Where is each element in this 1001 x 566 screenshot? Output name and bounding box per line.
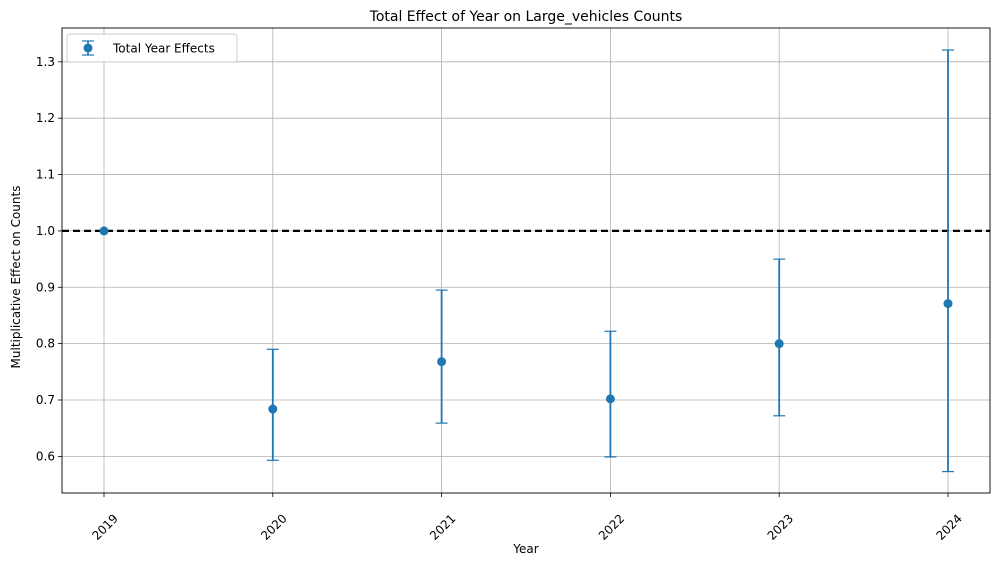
y-tick-label: 0.9 <box>36 280 55 294</box>
legend-marker-icon <box>83 43 93 53</box>
y-tick-label: 1.3 <box>36 55 55 69</box>
data-point <box>774 339 784 349</box>
data-point <box>268 404 278 414</box>
y-tick-label: 0.7 <box>36 393 55 407</box>
legend: Total Year Effects <box>66 33 238 63</box>
x-tick-label: 2020 <box>258 511 289 542</box>
legend-label: Total Year Effects <box>112 42 215 56</box>
y-axis-label: Multiplicative Effect on Counts <box>9 186 23 369</box>
plot-frame <box>61 27 991 494</box>
grid <box>62 28 990 493</box>
x-tick-label: 2022 <box>596 511 627 542</box>
series-group <box>99 49 954 473</box>
x-axis-label: Year <box>512 542 538 556</box>
y-tick-label: 0.8 <box>36 337 55 351</box>
x-tick-label: 2023 <box>765 511 796 542</box>
y-tick-label: 1.0 <box>36 224 55 238</box>
data-point <box>99 226 109 236</box>
ticks-group: 0.6 0.7 0.8 0.9 1.0 1.1 1.2 1.3 2019 2020 2021 2022… <box>36 55 965 543</box>
y-tick-label: 1.2 <box>36 111 55 125</box>
x-tick-label: 2019 <box>89 511 120 542</box>
axes-group <box>61 27 991 494</box>
y-tick-label: 1.1 <box>36 168 55 182</box>
data-point <box>943 299 953 309</box>
legend-box <box>66 33 238 63</box>
data-point <box>437 357 447 367</box>
data-point <box>605 394 615 404</box>
x-tick-label: 2021 <box>427 511 458 542</box>
y-tick-label: 0.6 <box>36 449 55 463</box>
x-tick-label: 2024 <box>933 511 964 542</box>
chart-title: Total Effect of Year on Large_vehicles C… <box>369 9 683 25</box>
